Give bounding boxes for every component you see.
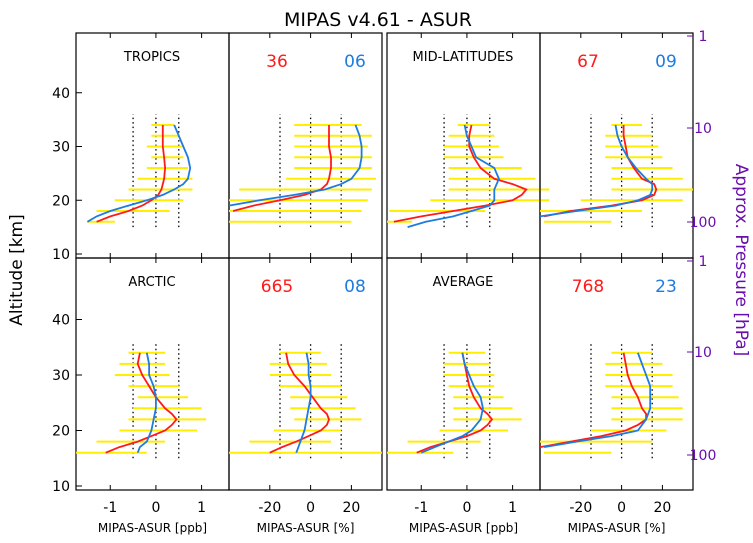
panel-region-label: ARCTIC <box>128 275 175 290</box>
y-tick-label: 10 <box>52 479 70 495</box>
chart-title: MIPAS v4.61 - ASUR <box>284 9 472 31</box>
series-line-red <box>539 352 647 448</box>
series-line-red <box>105 352 178 454</box>
panel-4: 67 09 <box>539 32 694 259</box>
pressure-tick-label: 1 <box>699 254 708 270</box>
x-axis-label: MIPAS-ASUR [ppb] <box>98 521 207 535</box>
panel-count-red: 768 <box>572 277 604 297</box>
series-line-red <box>416 352 494 454</box>
pressure-tick-label: 10 <box>694 345 712 361</box>
panel-count-red: 67 <box>577 52 599 72</box>
panel-count-blue: 09 <box>655 52 677 72</box>
y-tick-label: 30 <box>52 140 70 156</box>
panel-7: AVERAGE -1 0 1 <box>386 257 541 516</box>
x-axis-label: MIPAS-ASUR [ppb] <box>409 521 518 535</box>
series-line-red <box>96 125 167 223</box>
series-line-red <box>393 124 528 223</box>
panel-frame <box>539 257 694 491</box>
series-line-blue <box>407 124 500 228</box>
panel-count-red: 36 <box>266 52 288 72</box>
x-tick-label: 0 <box>617 500 626 516</box>
y-tick-label: 40 <box>52 313 70 329</box>
pressure-tick-label: 10 <box>694 121 712 137</box>
x-tick-label: 1 <box>508 500 517 516</box>
series-line-blue <box>543 352 652 448</box>
panel-count-red: 665 <box>261 277 293 297</box>
panel-2: 36 06 <box>228 32 383 259</box>
x-tick-label: 20 <box>342 500 360 516</box>
series-line-blue <box>539 124 654 218</box>
panel-region-label: MID-LATITUDES <box>413 50 514 65</box>
x-axis-label: MIPAS-ASUR [%] <box>257 521 355 535</box>
x-tick-label: 1 <box>197 500 206 516</box>
left-axis-label: Altitude [km] <box>7 214 27 326</box>
x-tick-label: -20 <box>258 500 281 516</box>
panel-count-blue: 08 <box>344 277 366 297</box>
y-tick-label: 40 <box>52 86 70 102</box>
x-tick-label: 0 <box>151 500 160 516</box>
x-tick-label: -20 <box>569 500 592 516</box>
panels: TROPICS 36 06 MID-LATITUDES 67 09 ARCTIC -1 0 1 66… <box>52 29 716 535</box>
y-tick-label: 20 <box>52 424 70 440</box>
x-axis-label: MIPAS-ASUR [%] <box>568 521 666 535</box>
panel-count-blue: 06 <box>344 52 366 72</box>
x-tick-label: -1 <box>103 500 117 516</box>
panel-region-label: TROPICS <box>123 50 180 65</box>
y-tick-label: 10 <box>52 247 70 263</box>
x-tick-label: 20 <box>653 500 671 516</box>
panel-3: MID-LATITUDES <box>386 32 550 259</box>
series-line-blue <box>295 352 312 454</box>
series-line-blue <box>228 124 363 207</box>
x-tick-label: -1 <box>414 500 428 516</box>
series-line-blue <box>136 352 157 454</box>
series-line-red <box>232 125 332 212</box>
y-tick-label: 20 <box>52 193 70 209</box>
series-line-blue <box>86 124 192 223</box>
right-axis-label: Approx. Pressure [hPa] <box>731 164 751 357</box>
panel-region-label: AVERAGE <box>433 275 494 290</box>
panel-8: 768 23 -20 0 20 <box>539 257 694 516</box>
pressure-tick-label: 100 <box>690 448 717 464</box>
y-tick-label: 30 <box>52 368 70 384</box>
pressure-tick-label: 1 <box>699 29 708 45</box>
x-tick-label: 0 <box>462 500 471 516</box>
panel-count-blue: 23 <box>655 277 677 297</box>
panel-frame <box>228 257 383 491</box>
series-line-blue <box>420 352 484 454</box>
panel-6: 665 08 -20 0 20 <box>228 257 383 516</box>
series-line-red <box>269 352 330 454</box>
panel-1: TROPICS <box>75 32 230 259</box>
panel-5: ARCTIC -1 0 1 <box>75 257 230 516</box>
x-tick-label: 0 <box>306 500 315 516</box>
pressure-tick-label: 100 <box>690 215 717 231</box>
